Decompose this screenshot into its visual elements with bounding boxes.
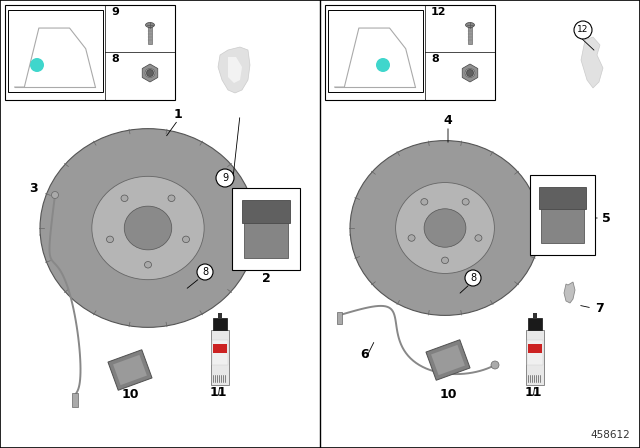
Text: 8: 8 [431, 54, 439, 64]
Ellipse shape [442, 257, 449, 263]
Ellipse shape [475, 235, 482, 241]
Text: 1: 1 [173, 108, 182, 121]
Bar [528, 344, 542, 353]
Circle shape [147, 69, 154, 77]
Bar [72, 393, 78, 407]
Circle shape [376, 58, 390, 72]
Text: 12: 12 [431, 7, 447, 17]
Text: 10: 10 [439, 388, 457, 401]
Text: 11: 11 [209, 385, 227, 399]
Ellipse shape [124, 206, 172, 250]
Text: 11: 11 [524, 385, 541, 399]
Text: 3: 3 [29, 181, 38, 194]
Polygon shape [228, 57, 242, 83]
Ellipse shape [424, 209, 466, 247]
Ellipse shape [40, 226, 256, 244]
Ellipse shape [145, 262, 152, 268]
Bar [530, 175, 595, 255]
Bar [218, 313, 222, 318]
Polygon shape [564, 282, 575, 303]
Ellipse shape [40, 129, 256, 327]
Ellipse shape [145, 22, 154, 27]
Polygon shape [218, 47, 250, 93]
Bar [528, 318, 542, 330]
Bar [213, 344, 227, 353]
Ellipse shape [421, 198, 428, 205]
Bar [325, 5, 495, 100]
Bar [541, 209, 584, 243]
Circle shape [197, 264, 213, 280]
Bar [8, 10, 103, 92]
Polygon shape [581, 37, 603, 88]
Ellipse shape [465, 69, 475, 78]
Circle shape [491, 361, 499, 369]
Bar [148, 26, 152, 44]
Bar [533, 313, 537, 318]
Polygon shape [462, 64, 478, 82]
Polygon shape [431, 345, 465, 375]
Bar [242, 200, 290, 223]
Circle shape [51, 191, 58, 198]
Text: 12: 12 [577, 26, 589, 34]
Ellipse shape [396, 182, 494, 273]
Text: 7: 7 [596, 302, 604, 314]
Ellipse shape [350, 141, 540, 315]
Text: 4: 4 [444, 113, 452, 126]
Ellipse shape [465, 22, 474, 27]
Polygon shape [108, 350, 152, 390]
Bar [213, 318, 227, 330]
Text: 9: 9 [222, 173, 228, 183]
Ellipse shape [92, 177, 204, 280]
Ellipse shape [462, 198, 469, 205]
Text: 2: 2 [262, 271, 270, 284]
Text: 8: 8 [111, 54, 119, 64]
Bar [540, 187, 586, 209]
Circle shape [574, 21, 592, 39]
Text: 458612: 458612 [590, 430, 630, 440]
Circle shape [216, 169, 234, 187]
Text: 5: 5 [602, 211, 611, 224]
Ellipse shape [408, 235, 415, 241]
Ellipse shape [168, 195, 175, 202]
Ellipse shape [106, 236, 113, 243]
Bar [244, 223, 288, 258]
Text: 8: 8 [470, 273, 476, 283]
Bar [211, 330, 229, 385]
Polygon shape [142, 64, 158, 82]
Text: 6: 6 [361, 349, 369, 362]
Ellipse shape [350, 227, 540, 243]
Bar [337, 312, 342, 324]
Bar [5, 5, 175, 100]
Text: 9: 9 [111, 7, 119, 17]
Circle shape [465, 270, 481, 286]
Bar [212, 340, 228, 365]
Bar [527, 340, 543, 365]
Bar [526, 330, 544, 385]
Ellipse shape [121, 195, 128, 202]
Text: 8: 8 [202, 267, 208, 277]
Ellipse shape [182, 236, 189, 243]
Polygon shape [113, 355, 147, 385]
Circle shape [30, 58, 44, 72]
Polygon shape [426, 340, 470, 380]
Bar [328, 10, 423, 92]
Bar [468, 26, 472, 44]
Circle shape [467, 69, 474, 77]
Text: 10: 10 [121, 388, 139, 401]
Ellipse shape [145, 69, 155, 78]
Bar [232, 188, 300, 270]
